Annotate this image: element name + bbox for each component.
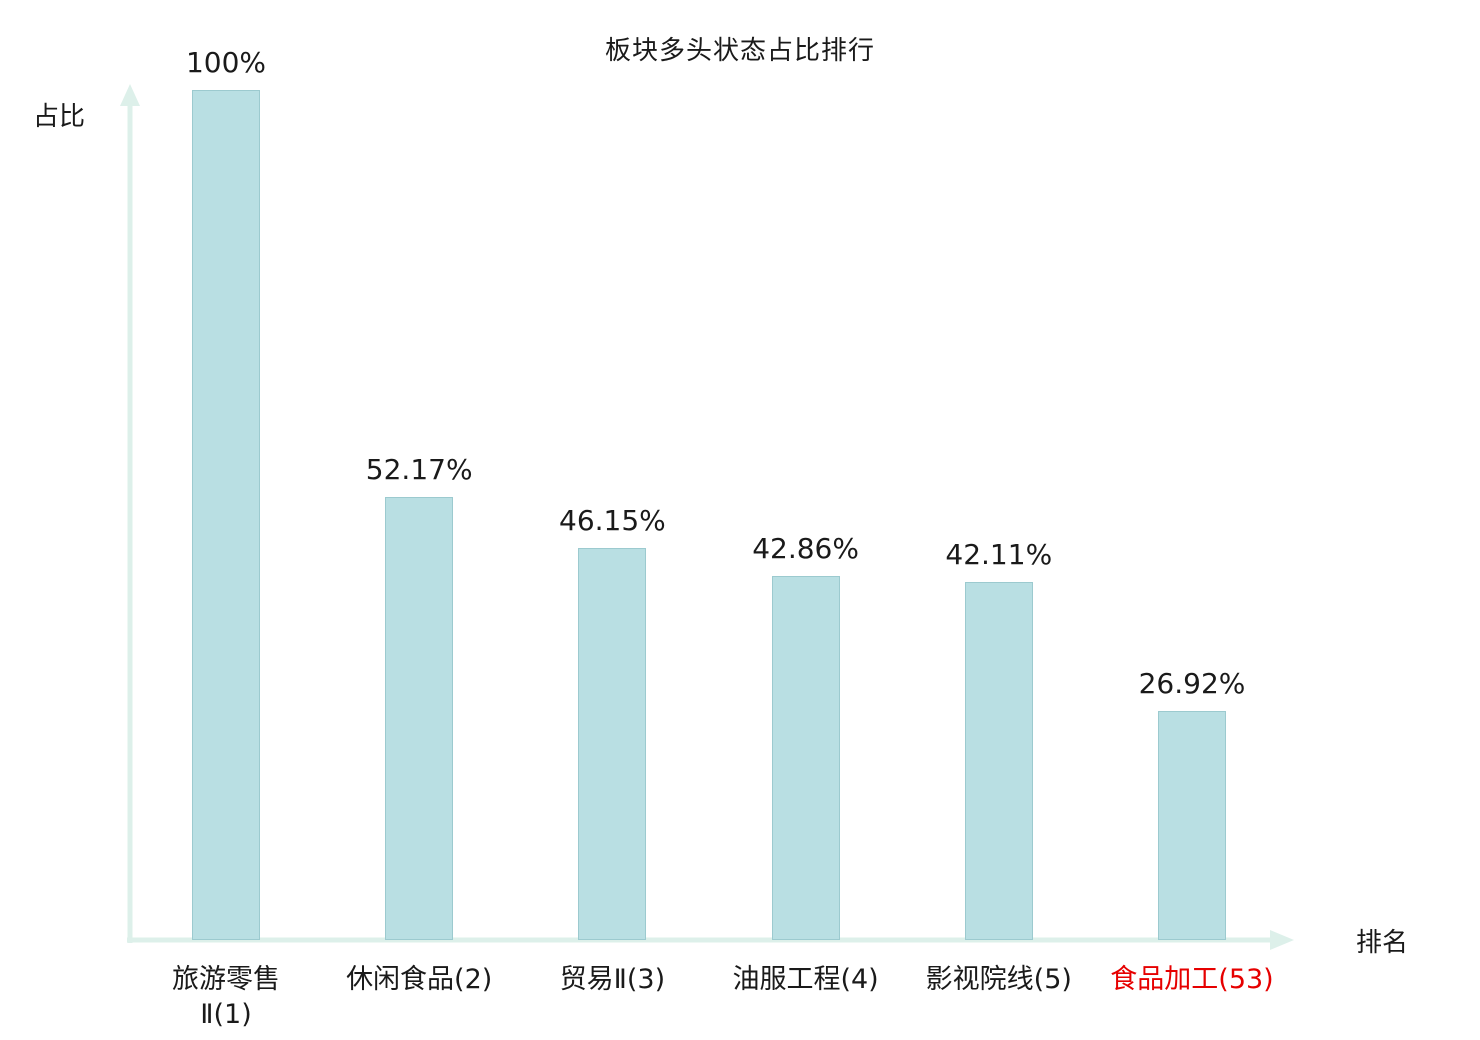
value-label-1: 100% xyxy=(185,46,267,79)
bar-6 xyxy=(1158,711,1226,940)
x-axis-label: 排名 xyxy=(1356,928,1409,958)
bar-4 xyxy=(771,575,840,940)
category-label-3: 贸易Ⅱ(3) xyxy=(559,964,666,995)
category-label-1: 旅游零售 Ⅱ(1) xyxy=(172,964,280,1031)
category-label-5: 影视院线(5) xyxy=(925,964,1072,995)
bar-1 xyxy=(192,90,260,940)
y-axis-arrow-icon xyxy=(120,84,140,106)
category-label-2: 休闲食品(2) xyxy=(346,964,493,995)
x-axis-arrow-icon xyxy=(1270,930,1294,950)
bar-5 xyxy=(964,582,1033,940)
value-label-3: 46.15% xyxy=(559,503,666,537)
value-label-4: 42.86% xyxy=(752,531,859,565)
value-label-5: 42.11% xyxy=(945,538,1053,572)
value-label-6: 26.92% xyxy=(1138,667,1246,701)
chart-title: 板块多头状态占比排行 xyxy=(604,36,875,66)
bar-3 xyxy=(578,547,647,940)
value-label-2: 52.17% xyxy=(365,452,473,486)
bar-2 xyxy=(385,496,454,940)
category-label-4: 油服工程(4) xyxy=(732,964,879,995)
category-label-6: 食品加工(53) xyxy=(1110,964,1274,995)
y-axis-label: 占比 xyxy=(33,102,86,132)
